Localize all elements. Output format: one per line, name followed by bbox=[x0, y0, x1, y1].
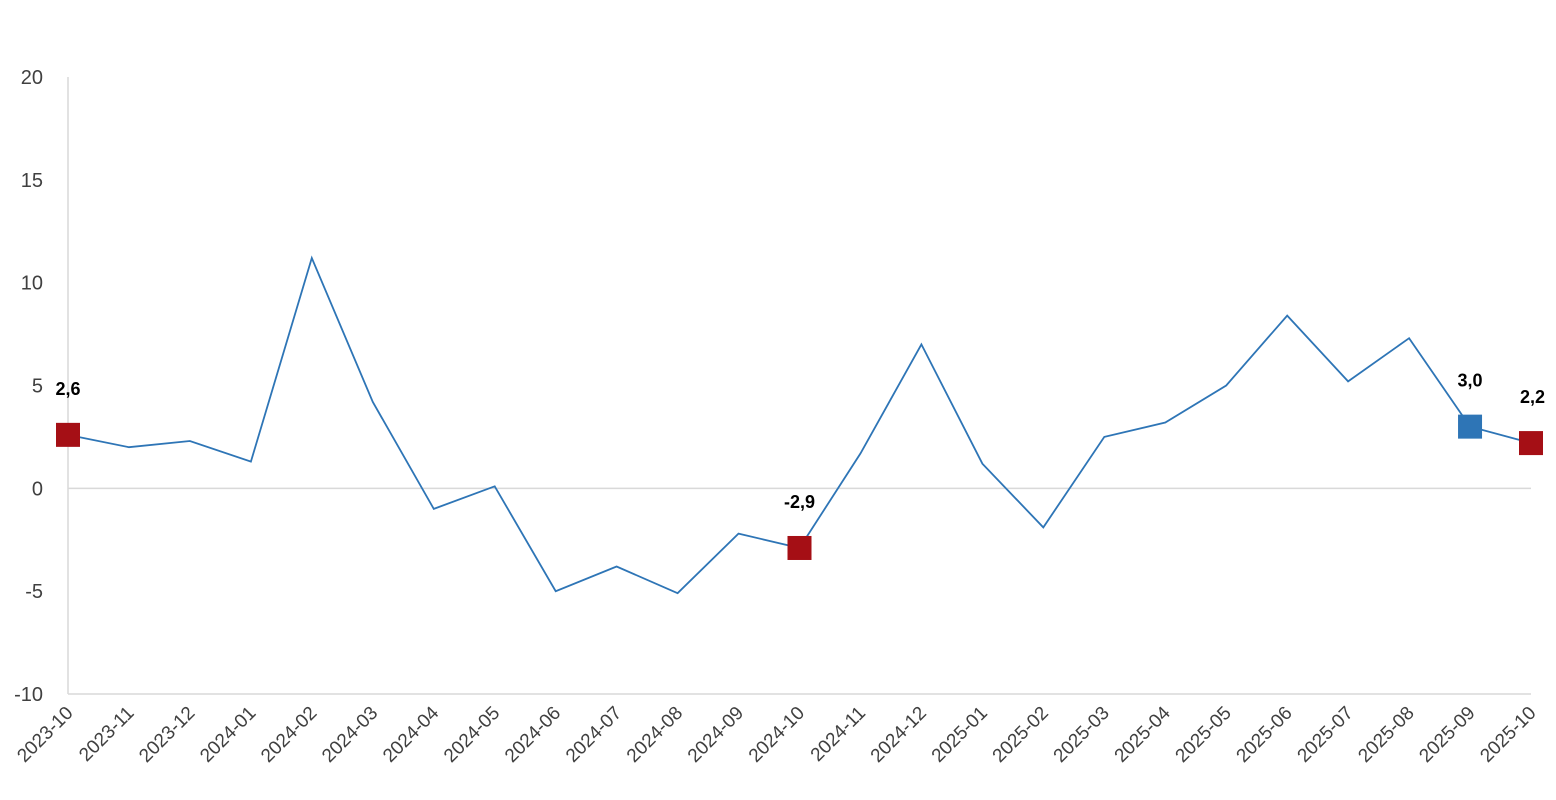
x-tick-label: 2025-03 bbox=[1050, 703, 1114, 767]
x-tick-label: 2025-06 bbox=[1233, 703, 1297, 767]
y-tick-label: -10 bbox=[14, 684, 43, 706]
x-tick-label: 2024-05 bbox=[440, 703, 504, 767]
highlight-marker bbox=[787, 535, 812, 560]
highlight-marker bbox=[1519, 431, 1543, 456]
data-label: 2,6 bbox=[55, 379, 80, 399]
x-tick-label: 2024-11 bbox=[807, 703, 870, 766]
y-tick-label: 20 bbox=[21, 67, 43, 89]
highlighted-markers bbox=[56, 414, 1543, 560]
x-tick-label: 2025-01 bbox=[928, 703, 992, 767]
x-tick-label: 2024-12 bbox=[867, 703, 931, 767]
data-labels: 2,6 -2,9 3,0 2,2 bbox=[55, 371, 1545, 512]
x-tick-label: 2024-03 bbox=[318, 703, 382, 767]
y-tick-label: 5 bbox=[32, 376, 43, 398]
x-tick-label: 2024-02 bbox=[257, 703, 321, 767]
highlight-marker bbox=[56, 422, 80, 447]
x-tick-label: 2023-10 bbox=[13, 703, 77, 767]
data-label: 2,2 bbox=[1520, 387, 1545, 407]
x-tick-label: 2023-12 bbox=[135, 703, 199, 767]
y-tick-label: 0 bbox=[32, 478, 43, 500]
x-tick-label: 2025-05 bbox=[1172, 703, 1236, 767]
x-tick-label: 2024-07 bbox=[562, 703, 626, 767]
y-tick-labels: 20 15 10 5 0 -5 -10 bbox=[14, 67, 43, 706]
x-tick-label: 2025-10 bbox=[1476, 703, 1540, 767]
x-tick-label: 2025-04 bbox=[1111, 702, 1175, 766]
x-tick-label: 2024-10 bbox=[745, 703, 809, 767]
x-tick-label: 2025-09 bbox=[1415, 703, 1479, 767]
y-tick-label: -5 bbox=[25, 581, 43, 603]
x-tick-label: 2024-01 bbox=[196, 703, 260, 767]
x-tick-label: 2025-02 bbox=[989, 703, 1053, 767]
x-tick-label: 2023-11 bbox=[75, 703, 138, 766]
y-tick-label: 15 bbox=[21, 170, 43, 192]
x-tick-label: 2025-07 bbox=[1294, 703, 1358, 767]
x-tick-label: 2024-06 bbox=[501, 703, 565, 767]
x-tick-label: 2025-08 bbox=[1354, 703, 1418, 767]
x-tick-label: 2024-04 bbox=[379, 702, 443, 766]
y-tick-label: 10 bbox=[21, 273, 43, 295]
x-tick-labels: 2023-102023-112023-122024-012024-022024-… bbox=[13, 702, 1540, 766]
data-label: -2,9 bbox=[784, 492, 815, 512]
data-label: 3,0 bbox=[1458, 371, 1483, 391]
x-tick-label: 2024-09 bbox=[684, 703, 748, 767]
x-tick-label: 2024-08 bbox=[623, 703, 687, 767]
highlight-marker bbox=[1458, 414, 1483, 439]
